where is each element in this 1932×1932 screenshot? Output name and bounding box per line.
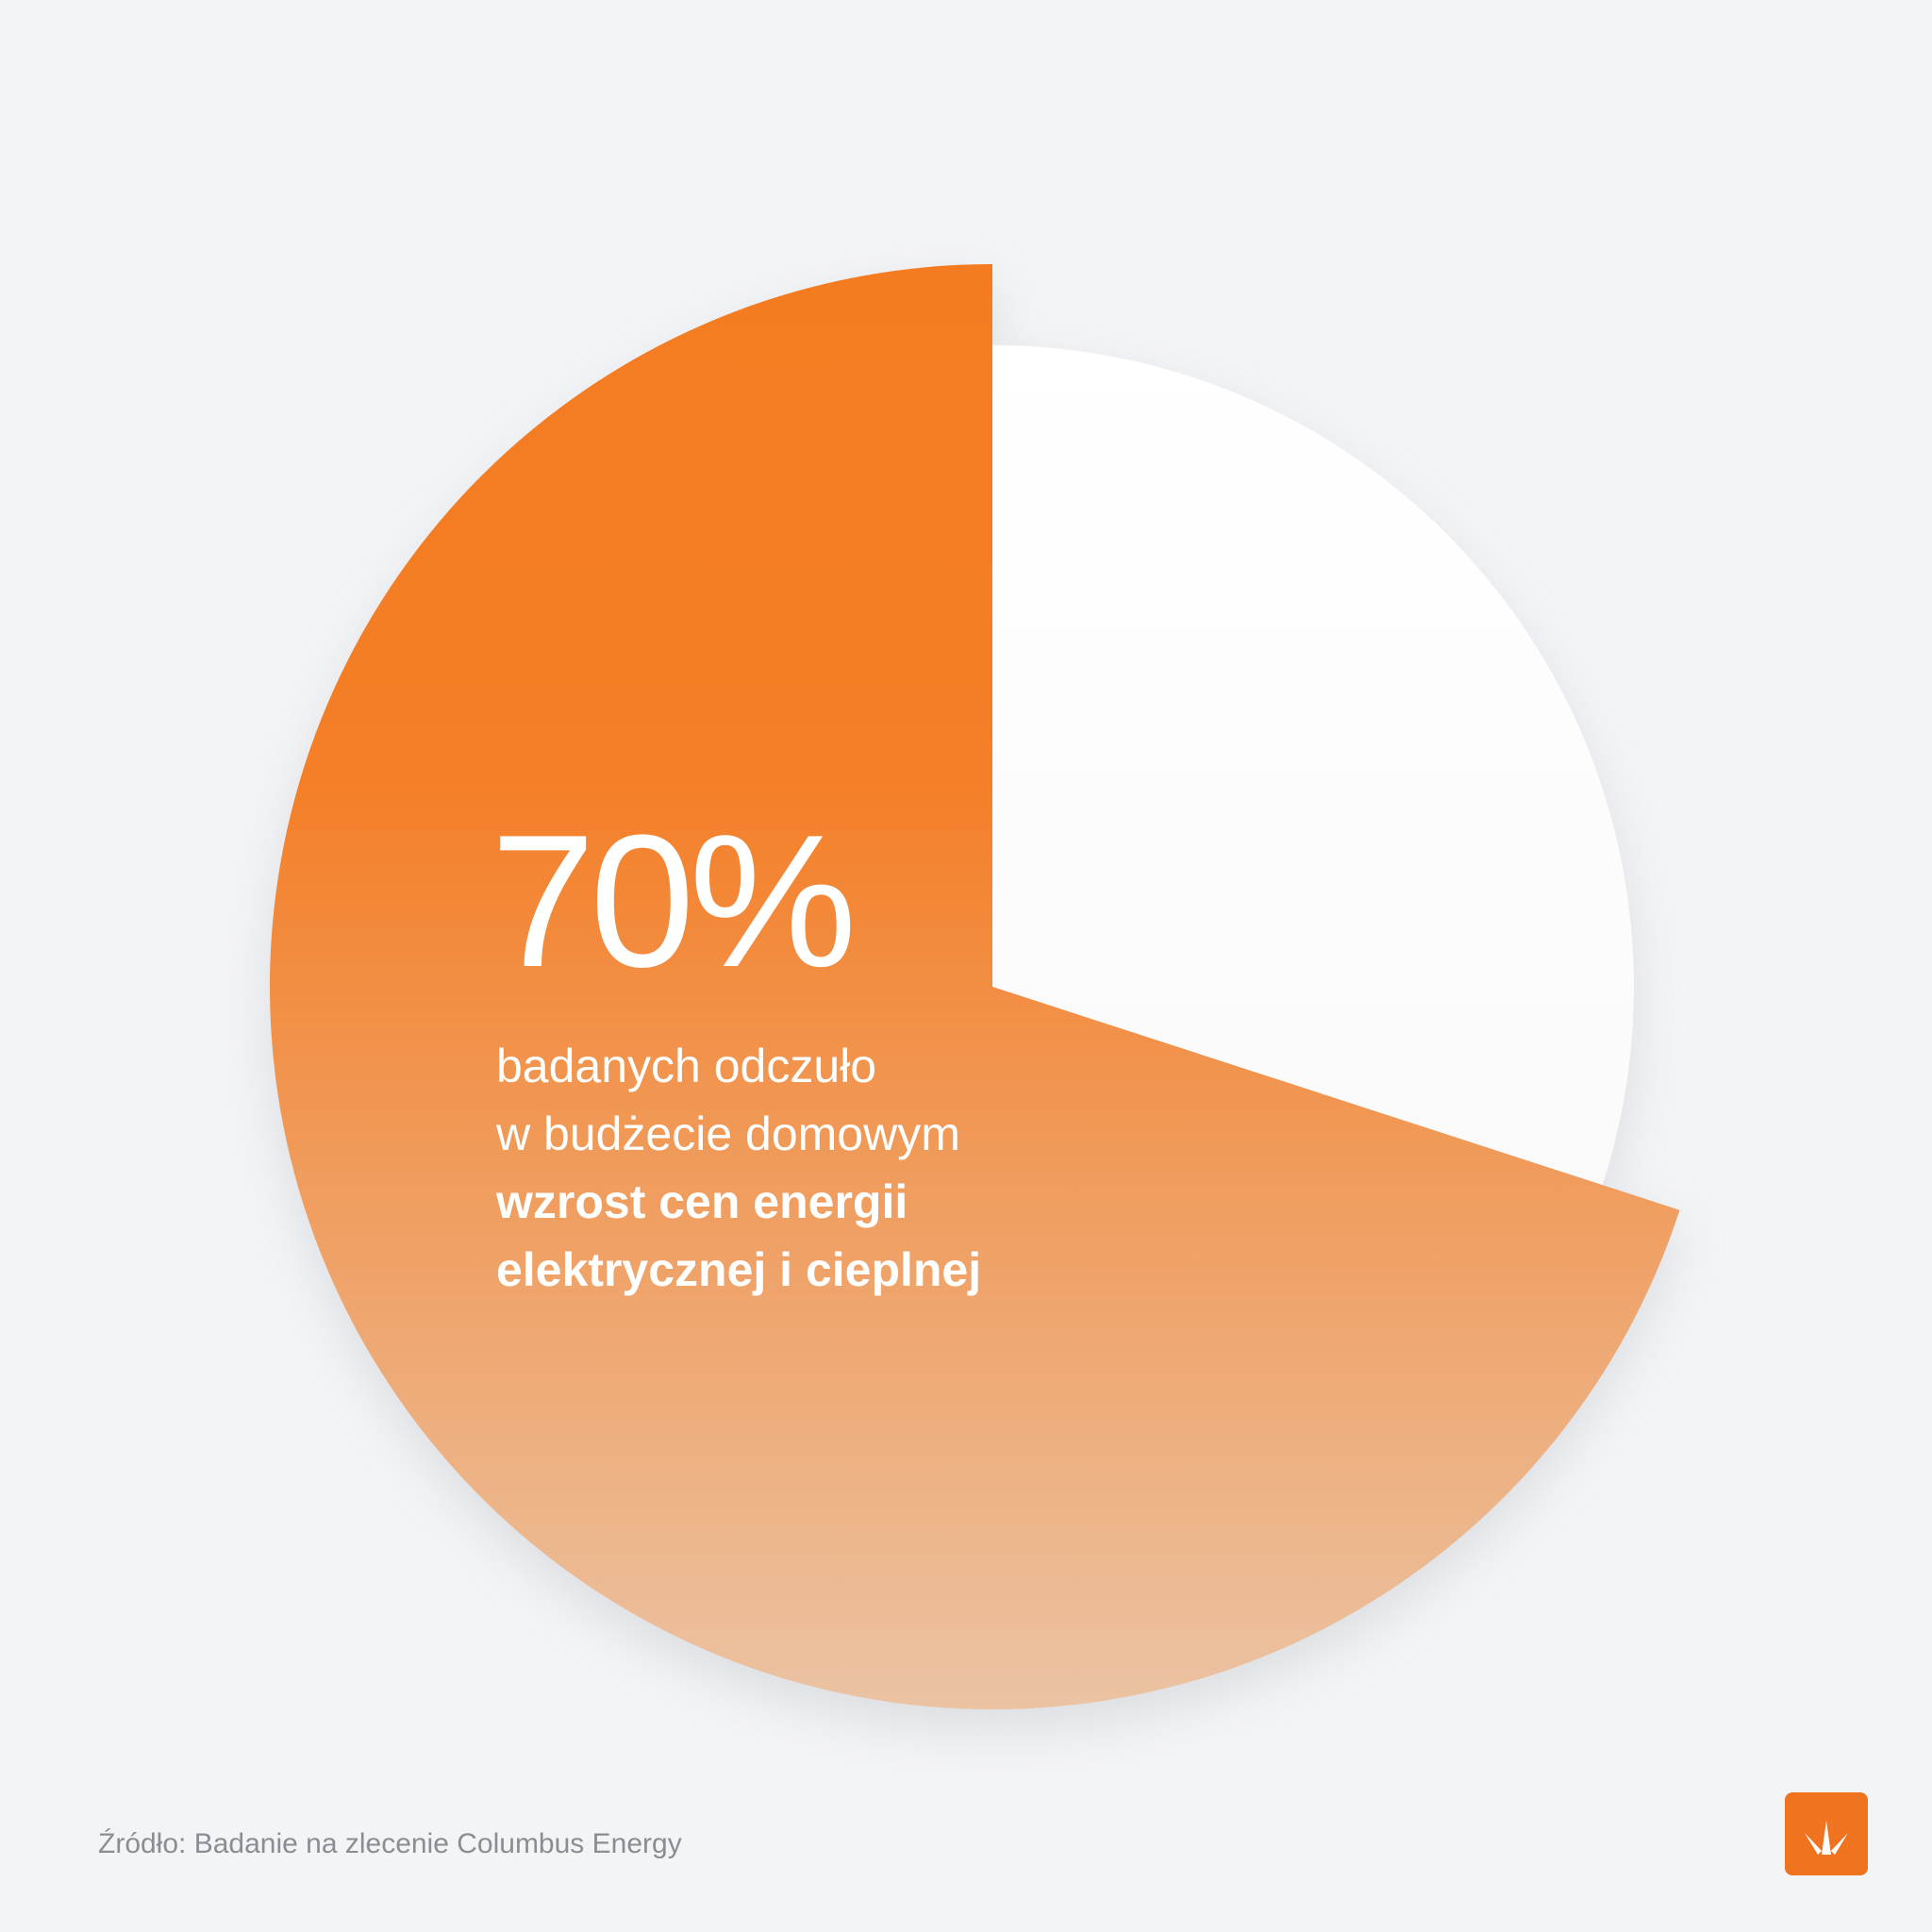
pie-slice-2: [992, 345, 1635, 1186]
columbus-energy-logo-icon: [1785, 1792, 1868, 1875]
annotation-bold-line-2: elektrycznej i cieplnej: [496, 1243, 982, 1296]
chart-annotation: badanych odczuło w budżecie domowym wzro…: [496, 1032, 1175, 1304]
percentage-label: 70%: [491, 796, 857, 1007]
source-note: Źródło: Badanie na zlecenie Columbus Ene…: [98, 1828, 682, 1859]
annotation-line-2: w budżecie domowym: [496, 1108, 960, 1160]
annotation-line-1: badanych odczuło: [496, 1040, 877, 1092]
annotation-bold-line-1: wzrost cen energii: [496, 1175, 908, 1228]
pie-slice-1: [270, 264, 1680, 1710]
